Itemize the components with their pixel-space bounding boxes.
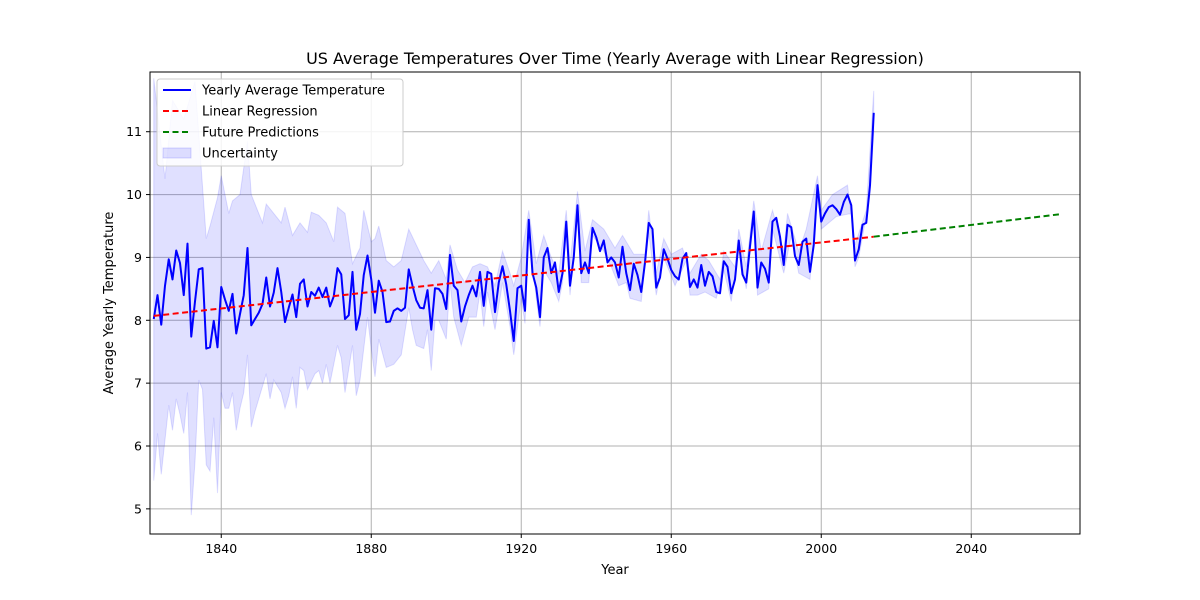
legend-future-predictions-label: Future Predictions (202, 126, 319, 141)
legend-box (156, 78, 404, 167)
x-tick-label: 1880 (355, 541, 387, 556)
y-tick-label: 8 (134, 313, 142, 328)
legend: Yearly Average Temperature Linear Regress… (156, 78, 404, 167)
axis-ticks: 1840 1880 1920 1960 2000 2040 5 6 7 8 9 10 11 (126, 124, 987, 556)
gridlines (150, 72, 1080, 534)
y-tick-label: 9 (134, 250, 142, 265)
y-tick-label: 10 (126, 187, 142, 202)
y-tick-label: 7 (134, 376, 142, 391)
legend-uncertainty-swatch (162, 147, 192, 159)
x-axis-label: Year (600, 563, 629, 578)
yearly-average-line (152, 112, 875, 350)
legend-linear-regression-label: Linear Regression (202, 105, 318, 120)
x-tick-label: 1960 (655, 541, 687, 556)
prediction-line (873, 213, 1062, 238)
legend-uncertainty-label: Uncertainty (202, 147, 278, 162)
y-tick-label: 6 (134, 439, 142, 454)
y-axis-label: Average Yearly Temperature (102, 212, 117, 395)
chart-title: US Average Temperatures Over Time (Yearl… (306, 49, 924, 68)
x-tick-label: 1840 (205, 541, 237, 556)
legend-yearly-average-label: Yearly Average Temperature (201, 84, 385, 99)
y-tick-label: 5 (134, 501, 142, 516)
x-tick-label: 2040 (955, 541, 987, 556)
regression-line (153, 235, 874, 317)
legend-entries: Yearly Average Temperature Linear Regress… (162, 84, 385, 162)
series-lines-layer (152, 112, 1062, 350)
x-tick-label: 2000 (805, 541, 837, 556)
y-tick-label: 11 (126, 124, 142, 139)
plot-frame (149, 71, 1081, 535)
x-tick-label: 1920 (505, 541, 537, 556)
